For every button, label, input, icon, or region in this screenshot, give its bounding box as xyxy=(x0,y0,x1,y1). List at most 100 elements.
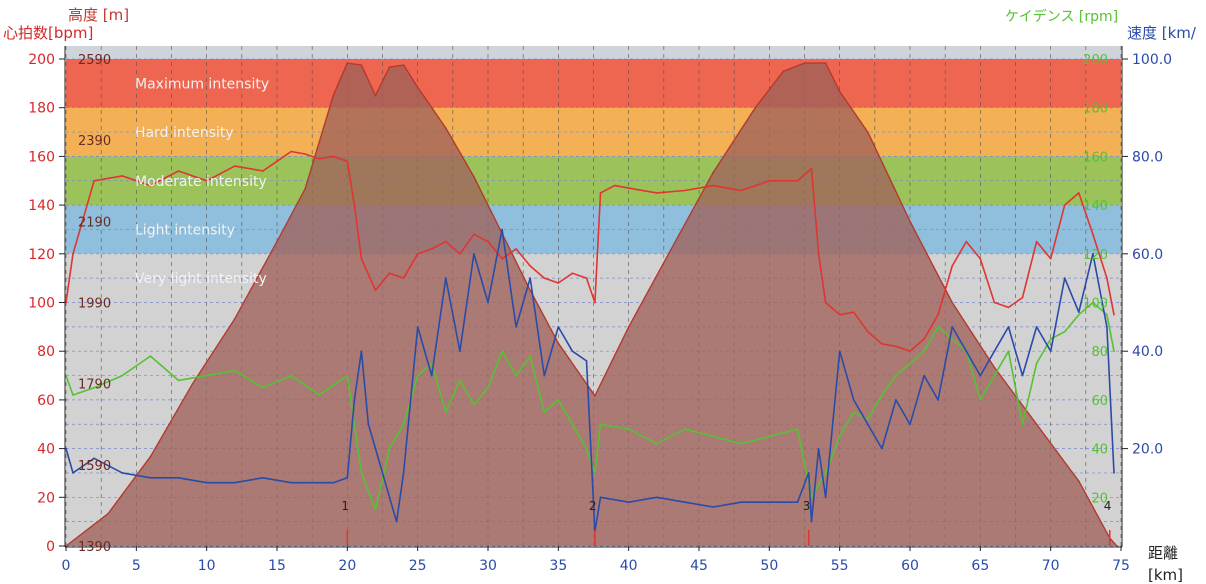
heart-rate-point xyxy=(65,301,67,304)
altitude-point xyxy=(388,66,391,68)
speed-point xyxy=(768,501,771,504)
cadence-point xyxy=(374,508,377,511)
cadence-point xyxy=(416,374,419,377)
cadence-point xyxy=(656,442,658,445)
speed-point xyxy=(459,350,461,353)
altitude-point xyxy=(107,512,109,515)
cadence-point xyxy=(993,374,996,377)
altitude-point xyxy=(1035,423,1038,426)
speed-point xyxy=(318,481,321,484)
altitude-point xyxy=(360,64,363,66)
speed-tick-label: 60.0 xyxy=(1132,247,1163,263)
speed-point xyxy=(177,477,180,479)
heart-rate-point xyxy=(290,150,292,153)
speed-point xyxy=(951,326,953,328)
speed-point xyxy=(557,326,560,328)
heart-rate-point xyxy=(684,189,686,192)
speed-point xyxy=(1049,350,1052,353)
heart-rate-point xyxy=(656,192,658,194)
cadence-point xyxy=(594,472,596,474)
cadence-tick-label: 200 xyxy=(1083,53,1108,68)
heart-rate-point xyxy=(416,253,419,255)
speed-point xyxy=(121,472,124,474)
heart-rate-point xyxy=(234,165,236,167)
altitude-tick-label: 1990 xyxy=(78,297,111,312)
speed-point xyxy=(571,350,574,353)
cadence-point xyxy=(262,386,264,389)
altitude-point xyxy=(416,86,419,89)
altitude-point xyxy=(332,94,335,97)
heart-rate-point xyxy=(796,180,799,182)
cadence-tick-label: 120 xyxy=(1083,248,1108,263)
cadence-point xyxy=(1049,338,1052,340)
heart-rate-point xyxy=(627,187,630,189)
speed-point xyxy=(585,360,588,362)
speed-point xyxy=(838,350,841,353)
distance-tick-label: 75 xyxy=(1112,558,1130,574)
altitude-point xyxy=(276,240,278,243)
heart-rate-tick-label: 20 xyxy=(37,490,55,506)
cadence-point xyxy=(205,374,208,377)
speed-point xyxy=(796,501,799,504)
speed-point xyxy=(445,277,447,279)
heart-rate-point xyxy=(881,343,883,345)
heart-rate-point xyxy=(1021,296,1024,299)
heart-rate-point xyxy=(304,153,306,155)
cadence-point xyxy=(895,374,897,377)
cadence-point xyxy=(1106,313,1108,316)
cadence-point xyxy=(430,362,433,365)
heart-rate-point xyxy=(529,265,531,267)
zone-label-very-light-intensity: Very light intensity xyxy=(135,271,267,287)
speed-point xyxy=(881,447,883,450)
distance-tick-label: 5 xyxy=(132,558,141,574)
heart-rate-point xyxy=(1063,204,1066,206)
heart-rate-point xyxy=(599,192,602,194)
cadence-point xyxy=(501,350,503,353)
speed-point xyxy=(93,457,95,460)
cadence-tick-label: 100 xyxy=(1083,297,1108,312)
cadence-point xyxy=(473,404,475,406)
cadence-point xyxy=(838,435,841,438)
heart-rate-point xyxy=(993,301,996,304)
speed-point xyxy=(1035,326,1038,328)
heart-rate-point xyxy=(585,277,588,279)
cadence-point xyxy=(234,369,236,372)
speed-point xyxy=(712,506,714,508)
cadence-point xyxy=(824,472,827,474)
heart-rate-point xyxy=(740,189,742,192)
distance-axis-unit: [km] xyxy=(1148,566,1183,584)
cadence-point xyxy=(543,411,546,413)
heart-rate-point xyxy=(951,265,953,267)
heart-rate-point xyxy=(473,233,475,236)
distance-tick-label: 65 xyxy=(971,558,989,574)
cadence-point xyxy=(515,374,517,377)
heart-rate-point xyxy=(374,289,377,292)
cadence-point xyxy=(796,428,799,430)
altitude-point xyxy=(1116,545,1118,547)
cadence-point xyxy=(599,423,602,426)
speed-point xyxy=(290,481,292,484)
heart-rate-point xyxy=(177,170,180,172)
altitude-point xyxy=(909,220,911,223)
heart-rate-point xyxy=(1007,306,1010,309)
heart-rate-point xyxy=(712,184,714,187)
speed-tick-label: 20.0 xyxy=(1132,442,1163,458)
zone-label-light-intensity: Light intensity xyxy=(135,222,235,238)
speed-point xyxy=(353,399,356,401)
cadence-point xyxy=(388,447,391,450)
heart-rate-point xyxy=(262,170,264,172)
heart-rate-point xyxy=(360,257,363,260)
speed-point xyxy=(262,477,264,479)
cadence-point xyxy=(768,435,771,438)
cadence-point xyxy=(65,374,67,377)
distance-tick-label: 15 xyxy=(268,558,286,574)
speed-point xyxy=(599,496,602,499)
speed-point xyxy=(388,496,391,499)
heart-rate-point xyxy=(1092,233,1094,236)
cadence-point xyxy=(318,394,321,396)
altitude-point xyxy=(557,342,560,344)
speed-point xyxy=(1021,374,1024,377)
distance-tick-label: 60 xyxy=(901,558,919,574)
heart-rate-point xyxy=(388,272,391,275)
